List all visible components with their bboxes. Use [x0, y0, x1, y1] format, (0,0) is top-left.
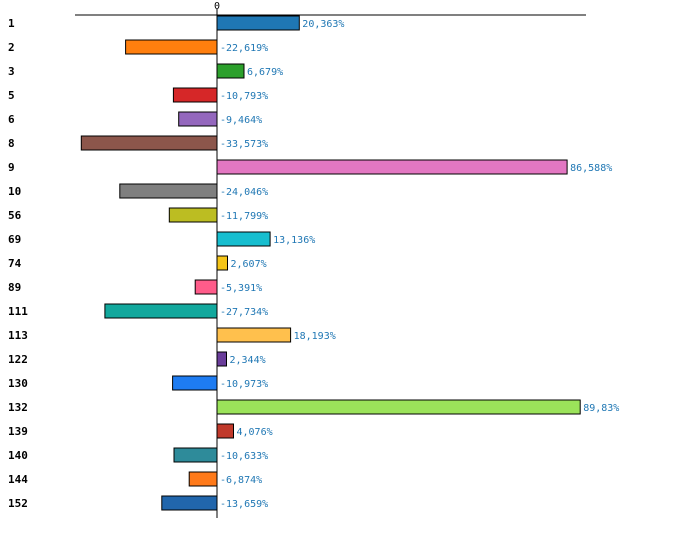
bar-69: [216, 231, 271, 247]
category-label-8: 8: [8, 137, 15, 150]
bar-139: [216, 423, 234, 439]
value-label-122: 2,344%: [230, 355, 266, 366]
category-label-152: 152: [8, 497, 28, 510]
bar-2: [125, 39, 218, 55]
category-label-9: 9: [8, 161, 15, 174]
value-label-139: 4,076%: [237, 427, 273, 438]
bar-152: [161, 495, 218, 511]
category-label-140: 140: [8, 449, 28, 462]
category-label-139: 139: [8, 425, 28, 438]
category-label-113: 113: [8, 329, 28, 342]
category-label-3: 3: [8, 65, 15, 78]
category-label-111: 111: [8, 305, 28, 318]
category-label-10: 10: [8, 185, 21, 198]
value-label-5: -10,793%: [220, 91, 268, 102]
value-label-140: -10,633%: [220, 451, 268, 462]
bar-144: [188, 471, 218, 487]
category-label-132: 132: [8, 401, 28, 414]
category-label-56: 56: [8, 209, 22, 222]
category-label-144: 144: [8, 473, 28, 486]
category-label-69: 69: [8, 233, 21, 246]
value-label-10: -24,046%: [220, 187, 268, 198]
value-label-113: 18,193%: [294, 331, 336, 342]
value-label-3: 6,679%: [247, 67, 283, 78]
bar-6: [178, 111, 218, 127]
bar-122: [216, 351, 227, 367]
bar-89: [194, 279, 218, 295]
category-label-6: 6: [8, 113, 15, 126]
value-label-111: -27,734%: [220, 307, 268, 318]
category-label-122: 122: [8, 353, 28, 366]
bar-111: [104, 303, 218, 319]
category-label-89: 89: [8, 281, 21, 294]
category-label-74: 74: [8, 257, 22, 270]
bar-3: [216, 63, 245, 79]
value-label-6: -9,464%: [220, 115, 262, 126]
value-label-2: -22,619%: [220, 43, 268, 54]
zero-tick-label: 0: [214, 1, 220, 12]
bars-group: 1 20,363% 2 -22,619% 3 6,679% 5 -10,793% 6 -9,464…: [8, 15, 619, 511]
bar-113: [216, 327, 292, 343]
value-label-130: -10,973%: [220, 379, 268, 390]
value-label-1: 20,363%: [302, 19, 344, 30]
category-label-1: 1: [8, 17, 15, 30]
value-label-56: -11,799%: [220, 211, 268, 222]
bar-130: [172, 375, 218, 391]
bar-74: [216, 255, 228, 271]
value-label-132: 89,83%: [583, 403, 619, 414]
value-label-69: 13,136%: [273, 235, 315, 246]
category-label-2: 2: [8, 41, 15, 54]
bar-5: [172, 87, 218, 103]
value-label-152: -13,659%: [220, 499, 268, 510]
bar-132: [216, 399, 581, 415]
bar-8: [80, 135, 218, 151]
bar-10: [119, 183, 218, 199]
value-label-8: -33,573%: [220, 139, 268, 150]
value-label-74: 2,607%: [231, 259, 267, 270]
bar-56: [168, 207, 218, 223]
bar-1: [216, 15, 300, 31]
bar-140: [173, 447, 218, 463]
value-label-144: -6,874%: [220, 475, 262, 486]
value-label-89: -5,391%: [220, 283, 262, 294]
value-label-9: 86,588%: [570, 163, 612, 174]
category-label-130: 130: [8, 377, 28, 390]
bar-9: [216, 159, 568, 175]
category-label-5: 5: [8, 89, 15, 102]
